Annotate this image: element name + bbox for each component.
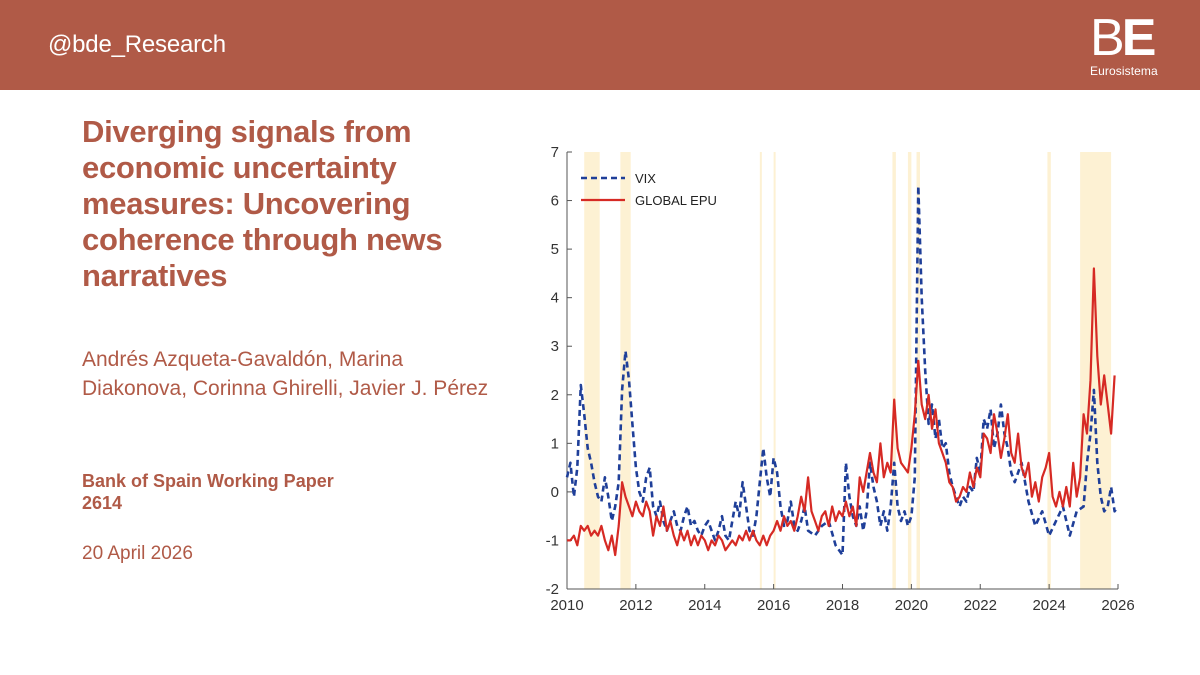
- shaded-period-5: [907, 152, 912, 589]
- x-tick-label-3: 2016: [757, 597, 790, 614]
- shaded-period-4: [892, 152, 896, 589]
- series-line-vix: [565, 184, 1120, 557]
- shaded-period-8: [1080, 152, 1112, 589]
- shaded-period-3: [773, 152, 776, 589]
- x-tick-label-2: 2014: [688, 597, 721, 614]
- x-tick-label-8: 2026: [1101, 597, 1134, 614]
- x-tick-label-7: 2024: [1032, 597, 1065, 614]
- working-paper-series: Bank of Spain Working Paper: [82, 471, 334, 491]
- shaded-period-0: [584, 152, 600, 589]
- paper-authors: Andrés Azqueta-Gavaldón, Marina Diakonov…: [82, 348, 489, 400]
- y-tick-label-0: -2: [546, 581, 559, 598]
- y-tick-label-3: 1: [551, 435, 559, 452]
- y-tick-label-1: -1: [546, 532, 559, 549]
- bde-logo: BE Eurosistema: [1088, 12, 1178, 82]
- twitter-handle[interactable]: @bde_Research: [48, 31, 226, 58]
- uncertainty-line-chart: -2 -1 0 1 2 3 4 5 6 7 2010 2012 2014 2016 2018 2020 2022…: [546, 144, 1135, 614]
- shaded-period-7: [1047, 152, 1051, 589]
- y-tick-label-6: 4: [551, 290, 559, 307]
- x-tick-label-6: 2022: [964, 597, 997, 614]
- series-line-global-epu: [567, 267, 1116, 557]
- legend-label-1: GLOBAL EPU: [635, 193, 717, 208]
- y-tick-label-9: 7: [551, 144, 559, 161]
- paper-title: Diverging signals from economic uncertai…: [82, 114, 443, 293]
- y-tick-label-2: 0: [551, 484, 559, 501]
- y-tick-label-4: 2: [551, 387, 559, 404]
- shaded-period-2: [759, 152, 762, 589]
- working-paper-number: 2614: [82, 493, 123, 513]
- header-bar: @bde_Research BE Eurosistema: [0, 0, 1200, 90]
- working-paper-label: Bank of Spain Working Paper 2614: [82, 470, 502, 514]
- x-tick-label-5: 2020: [895, 597, 928, 614]
- x-tick-label-0: 2010: [550, 597, 583, 614]
- logo-mark: BE: [1090, 9, 1157, 67]
- logo-letter-e: E: [1121, 9, 1157, 67]
- y-tick-label-5: 3: [551, 338, 559, 355]
- y-tick-label-7: 5: [551, 241, 559, 258]
- legend-label-0: VIX: [635, 171, 656, 186]
- shaded-period-1: [620, 152, 631, 589]
- x-tick-label-1: 2012: [619, 597, 652, 614]
- logo-letter-b: B: [1090, 9, 1125, 67]
- y-tick-label-8: 6: [551, 193, 559, 210]
- publication-date: 20 April 2026: [82, 543, 193, 564]
- logo-subtitle: Eurosistema: [1090, 64, 1158, 78]
- x-tick-label-4: 2018: [826, 597, 859, 614]
